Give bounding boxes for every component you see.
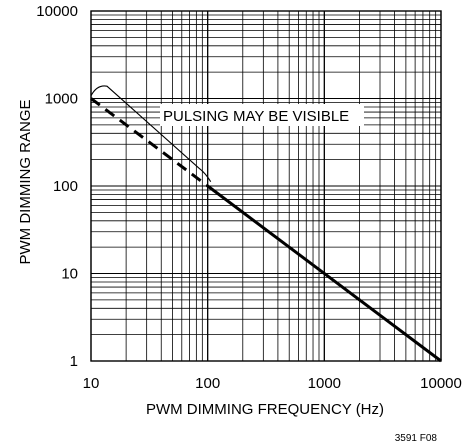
x-tick-label: 100 [195,375,220,392]
y-axis-title: PWM DIMMING RANGE [17,100,34,265]
dashed-series-line [90,97,209,188]
pulsing-annotation: PULSING MAY BE VISIBLE [160,104,364,126]
solid-series-line [206,184,442,363]
y-tick-label: 1 [70,353,78,370]
x-tick-label: 10000 [420,375,462,392]
grid [90,10,442,362]
y-tick-label: 10000 [36,3,78,20]
y-tick-label: 1000 [45,91,78,108]
y-tick-label: 100 [53,178,78,195]
x-tick-label: 10 [83,375,100,392]
visibility-bracket [90,85,212,182]
figure-id: 3591 F08 [395,433,438,444]
tick-labels: 10 100 1000 10000 1 10 100 1000 10000 [36,3,462,392]
series-layer [90,85,442,363]
x-tick-label: 1000 [308,375,341,392]
annotation-background [160,104,364,126]
annotation-text: PULSING MAY BE VISIBLE [163,108,349,125]
plot-frame [90,10,442,362]
x-axis-title: PWM DIMMING FREQUENCY (Hz) [146,401,384,418]
y-tick-label: 10 [61,266,78,283]
